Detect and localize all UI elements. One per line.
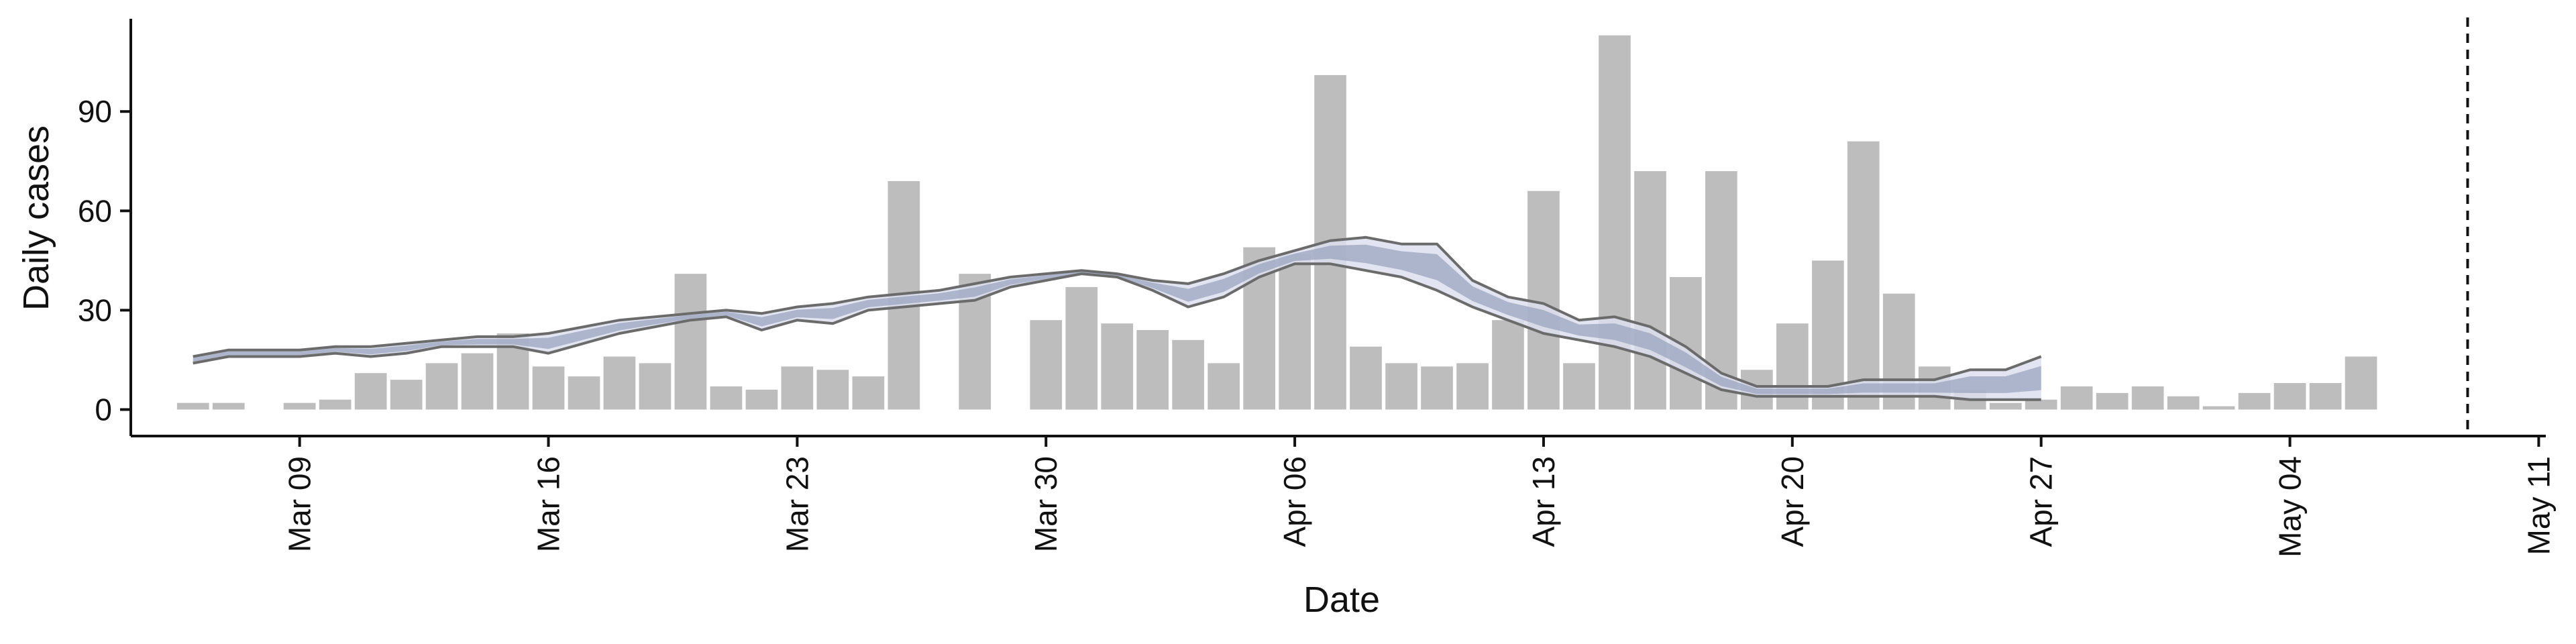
y-tick-label-60: 60 — [78, 193, 112, 228]
bar-day-4 — [284, 403, 316, 410]
x-tick-label: May 11 — [2521, 456, 2556, 555]
bar-day-41 — [1599, 36, 1631, 410]
bar-day-11 — [533, 366, 565, 409]
bar-day-58 — [2203, 407, 2235, 410]
bar-day-12 — [568, 376, 600, 409]
x-tick-label: Apr 20 — [1775, 456, 1810, 547]
x-tick-label: Apr 06 — [1277, 456, 1312, 547]
x-ticks: Mar 09 Mar 16 Mar 23 Mar 30 Apr 06 Apr 13 Apr … — [282, 436, 2557, 557]
bar-day-52 — [1990, 403, 2022, 410]
bar-day-5 — [319, 400, 352, 410]
bar-day-14 — [639, 363, 672, 409]
bar-day-55 — [2096, 393, 2129, 410]
bar-day-32 — [1279, 254, 1311, 410]
bar-day-25 — [1030, 320, 1062, 409]
x-tick-label: Mar 16 — [531, 456, 566, 552]
bar-day-16 — [710, 386, 743, 410]
y-axis-label: Daily cases — [16, 125, 56, 311]
x-tick-label: Apr 13 — [1526, 456, 1561, 547]
bar-day-54 — [2061, 386, 2093, 410]
bar-day-1 — [177, 403, 209, 410]
x-tick-label: May 04 — [2273, 456, 2308, 557]
bars-layer — [177, 36, 2377, 410]
x-tick-label: Apr 27 — [2024, 456, 2059, 547]
bar-day-2 — [213, 403, 245, 410]
bar-day-20 — [853, 376, 885, 409]
bar-day-61 — [2310, 383, 2342, 410]
bar-day-30 — [1208, 363, 1240, 409]
bar-day-56 — [2132, 386, 2164, 410]
bar-day-7 — [390, 380, 423, 409]
bar-day-19 — [817, 370, 849, 409]
x-axis-label: Date — [1303, 580, 1380, 620]
bar-day-9 — [462, 354, 494, 410]
bar-day-53 — [2025, 400, 2057, 410]
bar-day-35 — [1385, 363, 1417, 409]
x-tick-label: Mar 23 — [780, 456, 814, 552]
bar-day-38 — [1492, 320, 1524, 409]
bar-day-48 — [1847, 142, 1880, 410]
bar-day-27 — [1101, 323, 1133, 409]
bar-day-29 — [1172, 340, 1204, 410]
bar-day-18 — [782, 366, 814, 409]
x-tick-label: Mar 09 — [282, 456, 317, 552]
bar-day-60 — [2274, 383, 2306, 410]
bar-day-59 — [2239, 393, 2271, 410]
bar-day-34 — [1350, 347, 1382, 410]
bar-day-42 — [1634, 171, 1666, 409]
x-tick-label: Mar 30 — [1028, 456, 1063, 552]
bar-day-26 — [1065, 287, 1097, 410]
bar-day-17 — [746, 390, 778, 410]
bar-day-57 — [2167, 396, 2200, 410]
bar-day-40 — [1563, 363, 1595, 409]
y-tick-label-30: 30 — [78, 292, 112, 327]
bar-day-13 — [604, 357, 636, 410]
bar-day-6 — [355, 373, 387, 409]
bar-day-8 — [426, 363, 458, 409]
bar-day-36 — [1421, 366, 1453, 409]
y-ticks: 0 30 60 90 — [78, 94, 131, 427]
bar-day-28 — [1136, 330, 1169, 410]
bar-day-62 — [2345, 357, 2377, 410]
y-tick-label-0: 0 — [95, 392, 112, 427]
bar-day-15 — [675, 274, 707, 409]
y-tick-label-90: 90 — [78, 94, 112, 129]
bar-day-37 — [1456, 363, 1489, 409]
